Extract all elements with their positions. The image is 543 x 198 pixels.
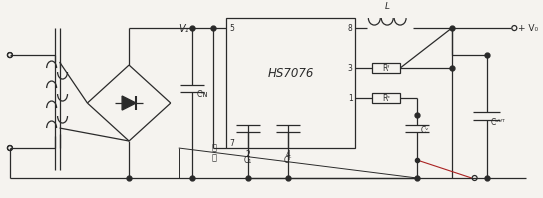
Text: V₁: V₁ [179, 24, 189, 34]
Text: Cᵛ: Cᵛ [421, 126, 430, 134]
Text: 5: 5 [229, 24, 234, 32]
Text: + V₀: + V₀ [519, 24, 539, 32]
Text: L: L [385, 2, 390, 11]
Bar [372, 93, 400, 103]
Bar [226, 18, 356, 148]
Text: 7: 7 [229, 139, 234, 148]
Text: 4: 4 [286, 150, 291, 159]
Text: 8: 8 [348, 24, 352, 32]
Text: Cᵀ: Cᵀ [284, 156, 292, 165]
Text: HS7076: HS7076 [268, 67, 314, 80]
Bar [372, 63, 400, 73]
Text: 外
充: 外 充 [212, 143, 217, 162]
Text: 3: 3 [348, 64, 352, 72]
Text: -: - [478, 173, 482, 183]
Text: Cᴵɴ: Cᴵɴ [197, 90, 208, 99]
Text: 1: 1 [348, 93, 352, 103]
Text: Rᶠ: Rᶠ [382, 64, 390, 72]
Text: C₁: C₁ [244, 156, 252, 165]
Text: 2: 2 [246, 150, 251, 159]
Polygon shape [122, 96, 136, 110]
Text: Cᵒᵁᵀ: Cᵒᵁᵀ [490, 118, 505, 127]
Text: Rᶜ: Rᶜ [382, 93, 390, 103]
